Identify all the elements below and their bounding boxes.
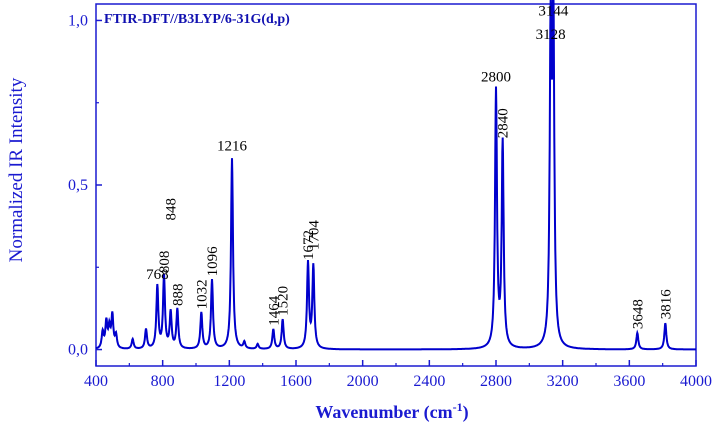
y-tick-label: 0,0: [68, 342, 88, 359]
x-tick-label: 3600: [613, 373, 645, 390]
x-tick-label: 4000: [680, 373, 712, 390]
peak-label: 1032: [194, 279, 210, 309]
peak-label: 2840: [496, 108, 512, 138]
method-annotation: FTIR-DFT//B3LYP/6-31G(d,p): [104, 12, 290, 27]
peak-label: 1704: [306, 220, 322, 251]
y-axis-ticks: 0,0 0,5 1,0: [68, 12, 102, 359]
peak-label: 3816: [658, 289, 674, 320]
x-axis-title-main: Wavenumber (cm: [315, 402, 452, 423]
x-tick-label: 400: [84, 373, 108, 390]
peak-label: 1520: [276, 286, 292, 316]
x-tick-label: 2400: [413, 373, 445, 390]
spectrum-line: [95, 0, 696, 351]
peak-label: 1216: [217, 139, 248, 155]
peak-label: 3128: [536, 27, 566, 43]
peak-label: 768: [146, 267, 169, 283]
peak-label: 808: [157, 251, 173, 274]
x-axis-ticks: 400 800 1200 1600 2000 2400 2800 3200 3600 4000: [84, 360, 712, 390]
x-tick-label: 3200: [547, 373, 579, 390]
peak-label: 888: [170, 284, 186, 307]
peak-label: 1672: [301, 230, 317, 260]
peak-label: 3144: [538, 4, 569, 20]
plot-frame: [95, 3, 697, 367]
peak-label: 1096: [205, 246, 221, 277]
x-tick-label: 1200: [213, 373, 245, 390]
peak-label: 1464: [266, 295, 282, 326]
x-tick-label: 1600: [280, 373, 312, 390]
y-tick-label: 1,0: [68, 12, 88, 29]
y-tick-label: 0,5: [68, 177, 88, 194]
x-tick-label: 2800: [480, 373, 512, 390]
peak-label: 3648: [630, 299, 646, 329]
x-axis-title: Wavenumber (cm-1): [315, 400, 468, 423]
peak-label: 2800: [481, 70, 511, 86]
x-axis-title-sup: -1: [453, 400, 463, 414]
spectrum-series: [95, 0, 696, 351]
peak-label: 848: [164, 198, 180, 221]
x-axis-title-close: ): [463, 402, 469, 423]
x-tick-label: 2000: [347, 373, 379, 390]
x-tick-label: 800: [151, 373, 175, 390]
y-axis-title: Normalized IR Intensity: [6, 77, 27, 262]
